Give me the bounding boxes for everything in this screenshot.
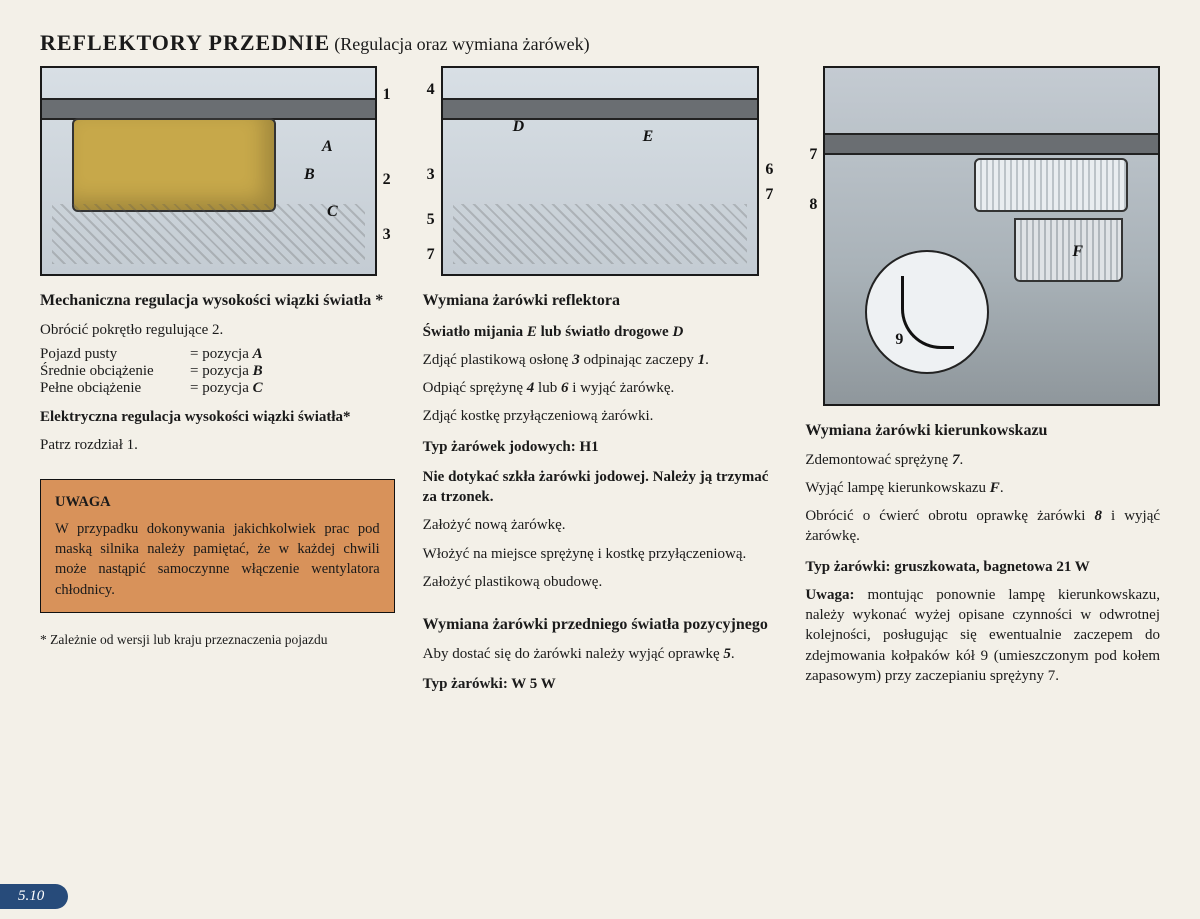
col3-p3: Obrócić o ćwierć obrotu oprawkę żarówki …: [805, 506, 1160, 547]
fig3-tool-inset: [865, 250, 989, 374]
fig2-callout-3: 3: [427, 166, 435, 184]
fig1-wires: [52, 204, 365, 264]
col2-p3: Zdjąć kostkę przyłączeniową żarówki.: [423, 406, 778, 426]
fig2-label-E: E: [643, 128, 654, 146]
fig2-callout-7-left: 7: [427, 246, 435, 264]
table-row: Pełne obciążenie = pozycja C: [40, 380, 395, 397]
manual-page: REFLEKTORY PRZEDNIE (Regulacja oraz wymi…: [0, 0, 1200, 919]
note-label: Uwaga:: [805, 587, 854, 603]
col2-heading-1b: Światło mijania E lub światło drogowe D: [423, 322, 778, 342]
col2-p5: Włożyć na miejsce sprężynę i kostkę przy…: [423, 544, 778, 564]
column-1: A B C 1 2 3 Mechaniczna regulacja wysoko…: [40, 66, 395, 694]
figure-1: A B C: [40, 66, 377, 276]
fig1-label-C: C: [327, 203, 338, 221]
fig1-callout-1: 1: [383, 86, 391, 104]
col3-heading-2: Typ żarówki: gruszkowata, bagnetowa 21 W: [805, 557, 1160, 577]
fig2-callout-7: 7: [765, 186, 773, 204]
fig1-callout-3: 3: [383, 226, 391, 244]
col2-p4: Założyć nową żarówkę.: [423, 515, 778, 535]
content-columns: A B C 1 2 3 Mechaniczna regulacja wysoko…: [40, 66, 1160, 694]
col2-heading-4: Wymiana żarówki przedniego światła pozyc…: [423, 614, 778, 636]
figure-3: F 9: [823, 66, 1160, 406]
fig2-hood: [443, 98, 758, 120]
fig2-callout-6: 6: [765, 161, 773, 179]
col3-note: Uwaga: montując ponownie lampę kierunkow…: [805, 585, 1160, 686]
fig3-callout-8: 8: [809, 196, 817, 214]
fig1-hood: [42, 98, 375, 120]
figure-2-wrap: D E 4 3 5 7 6 7: [441, 66, 760, 276]
col3-p1: Zdemontować sprężynę 7.: [805, 450, 1160, 470]
tbl-c1: Średnie obciążenie: [40, 363, 190, 380]
page-subtitle: (Regulacja oraz wymiana żarówek): [334, 34, 589, 54]
footnote: * Zależnie od wersji lub kraju przeznacz…: [40, 631, 395, 649]
fig3-label-F: F: [1072, 243, 1083, 261]
tbl-c2: = pozycja C: [190, 380, 263, 397]
tbl-c1: Pojazd pusty: [40, 346, 190, 363]
page-title: REFLEKTORY PRZEDNIE: [40, 30, 330, 55]
col2-heading-5: Typ żarówki: W 5 W: [423, 674, 778, 694]
fig1-callout-2: 2: [383, 171, 391, 189]
figure-3-wrap: F 9 7 8: [823, 66, 1160, 406]
col1-heading-1: Mechaniczna regulacja wysokości wiązki ś…: [40, 290, 395, 312]
fig3-callout-9: 9: [895, 331, 903, 349]
column-3: F 9 7 8 Wymiana żarówki kierunkowskazu Z…: [805, 66, 1160, 694]
fig1-label-A: A: [322, 138, 333, 156]
col2-heading-1: Wymiana żarówki reflektora: [423, 290, 778, 312]
page-number-badge: 5.10: [0, 884, 68, 909]
col1-heading-2: Elektryczna regulacja wysokości wiązki ś…: [40, 407, 395, 427]
col2-heading-2: Typ żarówek jodowych: H1: [423, 437, 778, 457]
note-body: montując ponownie lampę kierunkowskazu, …: [805, 587, 1160, 684]
table-row: Pojazd pusty = pozycja A: [40, 346, 395, 363]
col1-positions-table: Pojazd pusty = pozycja A Średnie obciąże…: [40, 346, 395, 397]
figure-1-wrap: A B C 1 2 3: [40, 66, 377, 276]
fig3-callout-7: 7: [809, 146, 817, 164]
tbl-c2: = pozycja B: [190, 363, 263, 380]
col3-heading-1: Wymiana żarówki kierunkowskazu: [805, 420, 1160, 442]
col3-p2: Wyjąć lampę kierunkowskazu F.: [805, 478, 1160, 498]
col2-p1: Zdjąć plastikową osłonę 3 odpinając zacz…: [423, 350, 778, 370]
fig1-label-B: B: [304, 166, 315, 184]
tbl-c1: Pełne obciążenie: [40, 380, 190, 397]
tbl-c2: = pozycja A: [190, 346, 263, 363]
warning-title: UWAGA: [55, 492, 380, 512]
fig3-indicator-lamp: [1014, 218, 1123, 282]
fig2-wires: [453, 204, 748, 264]
warning-box: UWAGA W przypadku dokonywania jakichkolw…: [40, 479, 395, 612]
fig3-hood: [825, 133, 1158, 155]
col1-p2: Patrz rozdział 1.: [40, 435, 395, 455]
fig2-callout-4: 4: [427, 81, 435, 99]
col1-p1: Obrócić pokrętło regulujące 2.: [40, 320, 395, 340]
col2-p2: Odpiąć sprężynę 4 lub 6 i wyjąć żarówkę.: [423, 378, 778, 398]
col2-heading-3: Nie dotykać szkła żarówki jodowej. Należ…: [423, 467, 778, 508]
hook-icon: [901, 276, 954, 349]
warning-body: W przypadku dokonywania jakichkolwiek pr…: [55, 521, 380, 598]
figure-2: D E: [441, 66, 760, 276]
fig1-engine-block: [72, 118, 276, 212]
col2-p6: Założyć plastikową obudowę.: [423, 572, 778, 592]
col2-p7: Aby dostać się do żarówki należy wyjąć o…: [423, 644, 778, 664]
column-2: D E 4 3 5 7 6 7 Wymiana żarówki reflekto…: [423, 66, 778, 694]
page-title-row: REFLEKTORY PRZEDNIE (Regulacja oraz wymi…: [40, 30, 1160, 56]
fig2-label-D: D: [513, 118, 525, 136]
table-row: Średnie obciążenie = pozycja B: [40, 363, 395, 380]
fig2-callout-5: 5: [427, 211, 435, 229]
fig3-headlamp: [974, 158, 1128, 212]
